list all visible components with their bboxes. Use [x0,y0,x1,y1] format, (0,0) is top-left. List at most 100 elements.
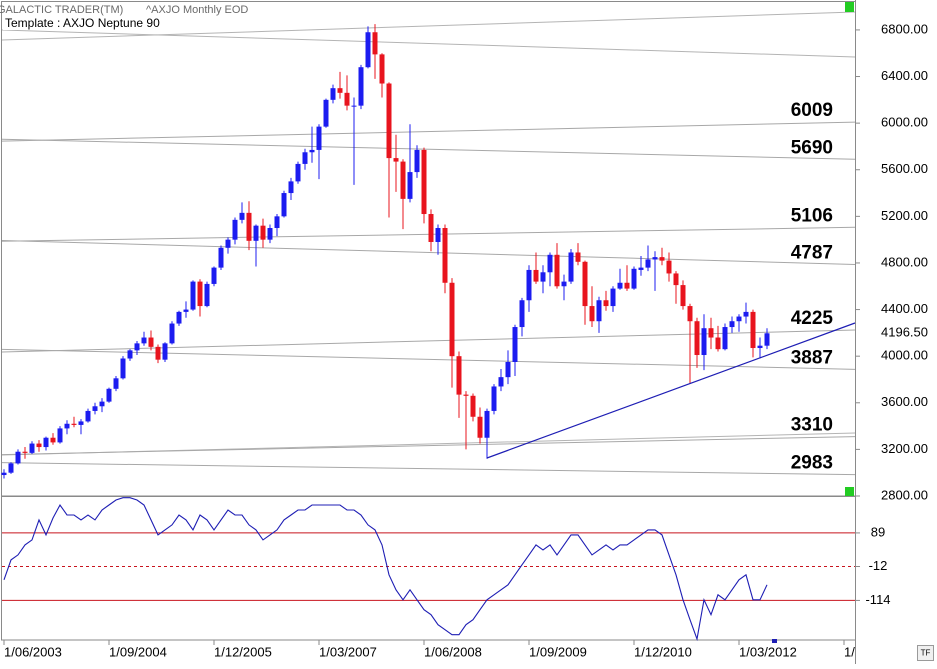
candles [1,24,770,479]
candle-body [505,362,511,378]
candle-body [246,212,252,241]
candle-body [722,327,728,350]
y-tick-label: 4800.00 [881,254,928,269]
candle-body [218,247,224,268]
candle-body [64,423,70,429]
level-label: 4787 [791,242,833,263]
candle-body [176,311,182,324]
y-tick-label: -12 [869,558,888,573]
x-tick-label: 1/06/2003 [4,644,62,659]
candle-body [540,272,546,282]
candle-body [575,252,581,262]
candle-body [673,273,679,286]
candle-body [134,343,140,351]
oscillator-line [3,497,768,642]
candle-body [708,328,714,338]
candle-body [323,99,329,127]
candle-body [120,358,126,379]
candle-body [169,323,175,344]
level-label: 5106 [791,205,833,226]
x-tick-label: 1/03/2007 [319,644,377,659]
candle-body [421,149,427,215]
candle-body [358,67,364,106]
level-line [1,138,856,160]
candle-body [281,193,287,217]
candle-body [757,345,763,349]
candle-body [379,54,385,84]
candle-body [288,181,294,194]
fan-line [1,11,856,41]
candle-body [155,346,161,360]
candle-body [533,269,539,282]
candle-body [162,343,168,360]
candle-body [225,239,231,248]
candle-body [232,219,238,240]
candle-body [442,228,448,283]
candle-body [470,395,476,417]
candle-body [631,268,637,289]
candle-body [750,311,756,349]
candle-body [729,321,735,328]
candle-body [204,283,210,307]
candle-body [736,316,742,322]
candle-body [547,254,553,273]
candle-body [372,32,378,55]
candle-body [239,212,245,220]
candle-body [78,421,84,425]
y-tick-label: 3200.00 [881,441,928,456]
level-label: 6009 [791,100,833,121]
y-tick-label: 5600.00 [881,161,928,176]
candle-body [183,309,189,312]
template: Template : AXJO Neptune 90 [5,16,160,30]
candle-body [449,282,455,357]
candle-body [680,285,686,307]
candle-body [316,126,322,150]
candle-body [337,88,343,93]
candle-body [197,281,203,307]
candle-body [22,451,28,453]
y-tick-label: 89 [871,524,885,539]
y-tick-label: -114 [865,592,890,607]
green-marker [845,2,854,12]
candle-body [351,105,357,107]
candle-body [106,388,112,402]
candle-body [8,463,14,473]
x-tick-label: 1/09/2009 [529,644,587,659]
candle-body [596,300,602,322]
x-tick-label: 1/ [844,644,855,659]
candle-body [764,333,770,346]
candle-body [428,214,434,242]
candle-body [652,257,658,260]
candle-body [407,172,413,199]
candle-body [694,321,700,356]
last-price-label: 4196.50 [881,325,928,340]
candle-body [50,437,56,443]
oscillator [2,497,855,642]
level-line [1,121,856,142]
x-tick-label: 1/12/2005 [214,644,272,659]
candle-body [309,149,315,153]
candle-body [519,300,525,328]
candle-body [561,281,567,287]
candle-body [568,252,574,282]
blue-marker [772,639,777,643]
axes: 2800.00 3200.00 3600.00 4000.00 4400.00 4800.… [3,21,928,659]
y-tick-label: 6800.00 [881,21,928,36]
candle-body [701,328,707,356]
candle-body [659,257,665,261]
level-label: 4225 [791,308,834,329]
candle-body [666,260,672,274]
candle-body [99,401,105,407]
tf-button[interactable] [917,645,934,661]
candle-body [330,88,336,100]
level-line [1,239,856,265]
candle-body [400,161,406,199]
template-bg [3,16,178,30]
candle-body [645,259,651,268]
tf-button-label[interactable]: TF [921,649,931,658]
candle-body [603,300,609,307]
candle-body [687,306,693,322]
y-tick-label: 2800.00 [881,487,928,502]
fan-line [1,29,856,58]
